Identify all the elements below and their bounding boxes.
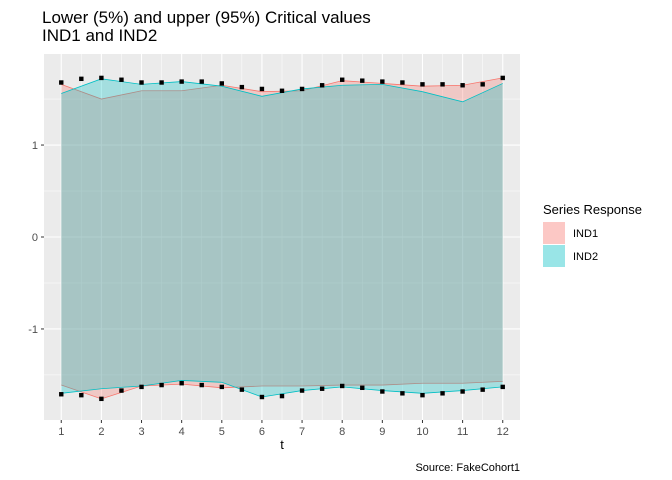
point-lower	[500, 384, 505, 390]
point-lower	[159, 382, 164, 388]
x-tick-label: 7	[299, 426, 305, 438]
legend-key-ind2	[543, 245, 565, 267]
point-upper	[400, 80, 405, 85]
point-lower	[99, 396, 104, 402]
legend-key-ind1	[543, 222, 565, 244]
point-upper	[219, 81, 224, 86]
point-upper	[99, 75, 104, 81]
point-upper	[59, 80, 64, 85]
point-lower	[259, 394, 265, 400]
point-upper	[440, 82, 445, 87]
point-lower	[79, 392, 84, 398]
legend-title: Series Response	[543, 202, 642, 217]
point-lower	[179, 381, 184, 386]
x-tick-label: 11	[457, 426, 468, 438]
x-tick-label: 2	[98, 426, 104, 438]
point-lower	[319, 386, 325, 391]
band-ind2	[61, 78, 503, 398]
data-points	[59, 75, 505, 402]
point-upper	[159, 80, 164, 85]
legend-label-ind2: IND2	[573, 251, 598, 263]
point-upper	[199, 79, 204, 84]
point-upper	[239, 84, 245, 90]
point-lower	[460, 389, 465, 394]
point-upper	[340, 77, 345, 82]
point-upper	[319, 83, 325, 88]
lower-line-ind1	[61, 380, 503, 400]
point-lower	[239, 387, 245, 392]
major-gridlines	[44, 54, 520, 420]
x-tick-label: 1	[58, 426, 64, 438]
point-lower	[440, 391, 445, 396]
point-upper	[139, 80, 144, 85]
legend-label-ind1: IND1	[573, 228, 598, 240]
point-upper	[119, 77, 124, 82]
x-tick-label: 4	[179, 426, 185, 438]
point-lower	[380, 389, 385, 394]
point-upper	[179, 79, 184, 84]
point-upper	[480, 82, 485, 87]
point-lower	[199, 382, 204, 388]
lower-line-ind2	[61, 380, 503, 398]
point-upper	[460, 83, 465, 88]
chart-title: Lower (5%) and upper (95%) Critical valu…	[42, 8, 371, 27]
point-lower	[139, 384, 144, 390]
point-lower	[340, 383, 345, 389]
point-upper	[360, 78, 365, 83]
series-bands	[61, 77, 503, 400]
y-tick-label: 1	[32, 140, 38, 152]
x-tick-label: 9	[379, 426, 385, 438]
point-lower	[219, 384, 224, 390]
axes: 1 2 3 4 5 6 7 8 9 10 11 12-101	[28, 140, 509, 438]
point-upper	[299, 86, 305, 92]
point-lower	[420, 392, 425, 398]
band-ind1	[61, 77, 503, 399]
point-lower	[360, 385, 365, 391]
x-tick-label: 12	[497, 426, 509, 438]
x-tick-label: 3	[138, 426, 144, 438]
x-tick-label: 10	[416, 426, 428, 438]
point-upper	[79, 76, 84, 82]
x-tick-label: 5	[219, 426, 225, 438]
point-upper	[500, 75, 505, 81]
point-lower	[59, 392, 64, 397]
caption: Source: FakeCohort1	[415, 462, 520, 474]
point-upper	[259, 86, 265, 92]
point-lower	[480, 387, 485, 392]
point-lower	[299, 388, 305, 393]
point-lower	[400, 391, 405, 396]
point-upper	[380, 79, 385, 84]
y-tick-label: 0	[32, 232, 38, 244]
point-lower	[119, 388, 124, 393]
y-tick-label: -1	[28, 324, 38, 336]
point-upper	[279, 88, 285, 93]
point-lower	[279, 393, 285, 399]
x-tick-label: 8	[339, 426, 345, 438]
chart-subtitle: IND1 and IND2	[42, 26, 158, 45]
x-axis-title: t	[280, 437, 284, 452]
legend: Series Response IND1 IND2	[543, 202, 642, 267]
point-upper	[420, 82, 425, 87]
x-tick-label: 6	[259, 426, 265, 438]
